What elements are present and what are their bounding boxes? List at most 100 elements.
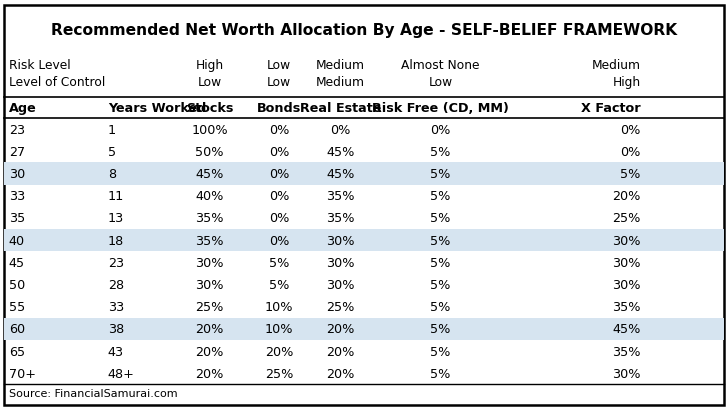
Text: 0%: 0%: [269, 212, 289, 225]
Text: 0%: 0%: [620, 145, 641, 158]
Text: 27: 27: [9, 145, 25, 158]
Text: Low: Low: [266, 76, 291, 89]
Text: 30%: 30%: [612, 256, 641, 269]
Text: 100%: 100%: [191, 123, 228, 136]
Text: 30%: 30%: [612, 367, 641, 380]
Text: 25%: 25%: [265, 367, 293, 380]
Text: 35%: 35%: [326, 190, 355, 202]
Text: 45: 45: [9, 256, 25, 269]
Text: 5: 5: [108, 145, 116, 158]
Text: 30%: 30%: [195, 278, 224, 291]
Text: Medium: Medium: [316, 59, 365, 72]
Text: 0%: 0%: [331, 123, 351, 136]
Text: 8: 8: [108, 168, 116, 180]
Text: 5%: 5%: [430, 145, 451, 158]
Text: 20%: 20%: [196, 367, 223, 380]
Text: Stocks: Stocks: [186, 101, 234, 115]
Text: Recommended Net Worth Allocation By Age - SELF-BELIEF FRAMEWORK: Recommended Net Worth Allocation By Age …: [51, 22, 677, 38]
Text: 5%: 5%: [430, 323, 451, 335]
Text: 25%: 25%: [612, 212, 641, 225]
Text: 50%: 50%: [195, 145, 224, 158]
Text: 11: 11: [108, 190, 124, 202]
Text: 30%: 30%: [326, 278, 355, 291]
Text: 20%: 20%: [327, 345, 355, 358]
Text: 45%: 45%: [327, 168, 355, 180]
Text: 40: 40: [9, 234, 25, 247]
Text: 43: 43: [108, 345, 124, 358]
Text: 30%: 30%: [326, 234, 355, 247]
Text: 23: 23: [9, 123, 25, 136]
Text: 10%: 10%: [264, 301, 293, 313]
Text: 60: 60: [9, 323, 25, 335]
Text: 18: 18: [108, 234, 124, 247]
Text: 30%: 30%: [195, 256, 224, 269]
Text: 35%: 35%: [195, 212, 224, 225]
Text: 5%: 5%: [430, 345, 451, 358]
Text: Bonds: Bonds: [257, 101, 301, 115]
Text: 23: 23: [108, 256, 124, 269]
Text: Level of Control: Level of Control: [9, 76, 105, 89]
Text: 0%: 0%: [269, 234, 289, 247]
Text: 13: 13: [108, 212, 124, 225]
Text: Medium: Medium: [592, 59, 641, 72]
Text: 0%: 0%: [430, 123, 451, 136]
Text: Risk Free (CD, MM): Risk Free (CD, MM): [372, 101, 509, 115]
Text: 35%: 35%: [612, 345, 641, 358]
Text: 5%: 5%: [430, 301, 451, 313]
Text: 5%: 5%: [430, 190, 451, 202]
Text: 25%: 25%: [327, 301, 355, 313]
Text: 5%: 5%: [269, 256, 289, 269]
Text: 5%: 5%: [430, 367, 451, 380]
Text: 33: 33: [9, 190, 25, 202]
Text: High: High: [196, 59, 223, 72]
Text: Medium: Medium: [316, 76, 365, 89]
Bar: [4, 229, 724, 252]
Text: Source: FinancialSamurai.com: Source: FinancialSamurai.com: [9, 389, 178, 398]
Text: 0%: 0%: [269, 168, 289, 180]
Text: 20%: 20%: [327, 367, 355, 380]
Text: 35%: 35%: [612, 301, 641, 313]
Text: 55: 55: [9, 301, 25, 313]
Text: 20%: 20%: [612, 190, 641, 202]
Text: Age: Age: [9, 101, 36, 115]
Text: 40%: 40%: [196, 190, 223, 202]
Text: 20%: 20%: [196, 345, 223, 358]
Text: 35%: 35%: [195, 234, 224, 247]
Text: 5%: 5%: [430, 234, 451, 247]
Text: Low: Low: [266, 59, 291, 72]
Text: Risk Level: Risk Level: [9, 59, 71, 72]
Text: 0%: 0%: [269, 190, 289, 202]
Text: 70+: 70+: [9, 367, 36, 380]
Text: 45%: 45%: [612, 323, 641, 335]
Text: 30%: 30%: [612, 278, 641, 291]
Bar: [4, 318, 724, 340]
Text: 45%: 45%: [196, 168, 223, 180]
Text: Real Estate: Real Estate: [300, 101, 381, 115]
Text: 33: 33: [108, 301, 124, 313]
Text: 50: 50: [9, 278, 25, 291]
Text: 30: 30: [9, 168, 25, 180]
Text: 0%: 0%: [269, 123, 289, 136]
Text: 5%: 5%: [269, 278, 289, 291]
Text: 28: 28: [108, 278, 124, 291]
Text: 0%: 0%: [620, 123, 641, 136]
Text: High: High: [612, 76, 641, 89]
Text: 30%: 30%: [326, 256, 355, 269]
Text: Almost None: Almost None: [401, 59, 480, 72]
Text: 25%: 25%: [196, 301, 223, 313]
Text: Years Worked: Years Worked: [108, 101, 206, 115]
Text: 5%: 5%: [430, 212, 451, 225]
Text: 65: 65: [9, 345, 25, 358]
Text: 1: 1: [108, 123, 116, 136]
Text: 0%: 0%: [269, 145, 289, 158]
Text: 20%: 20%: [196, 323, 223, 335]
Text: 5%: 5%: [430, 256, 451, 269]
Text: 10%: 10%: [264, 323, 293, 335]
Text: 35%: 35%: [326, 212, 355, 225]
Text: 30%: 30%: [612, 234, 641, 247]
Text: 38: 38: [108, 323, 124, 335]
Text: 20%: 20%: [265, 345, 293, 358]
Text: 5%: 5%: [430, 168, 451, 180]
Text: Low: Low: [428, 76, 453, 89]
Bar: [4, 163, 724, 185]
